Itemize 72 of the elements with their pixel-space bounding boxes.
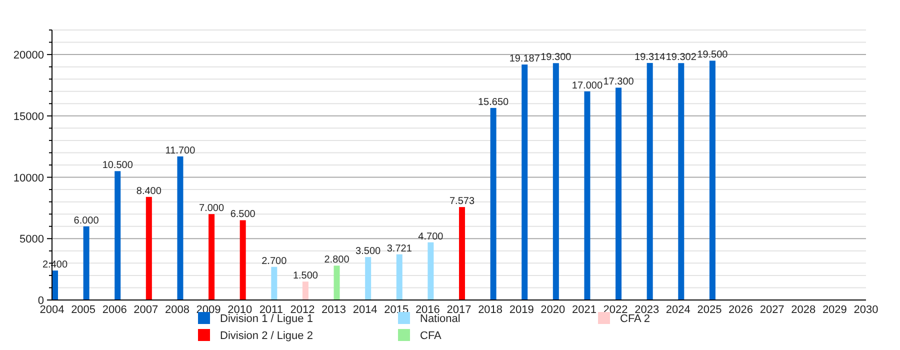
data-label: 7.000 — [199, 203, 224, 214]
legend-label: CFA 2 — [620, 313, 650, 325]
x-tick-label: 2008 — [164, 304, 190, 316]
x-tick-label: 2018 — [478, 304, 503, 316]
bar — [522, 64, 528, 300]
x-tick-label: 2007 — [134, 304, 158, 316]
bar — [646, 62, 653, 300]
data-label: 2.700 — [262, 256, 288, 267]
data-label: 8.400 — [136, 186, 162, 197]
bar — [302, 282, 308, 300]
data-label: 17.000 — [572, 80, 603, 92]
data-label: 10.500 — [102, 160, 134, 172]
x-tick-label: 2030 — [854, 304, 878, 316]
bar — [177, 156, 184, 300]
x-tick-label: 2025 — [697, 304, 722, 316]
y-tick-label: 20000 — [13, 50, 44, 62]
legend-label: CFA — [420, 330, 442, 342]
x-tick-label: 2017 — [446, 304, 472, 316]
legend-label: National — [420, 313, 460, 325]
bar — [428, 242, 434, 300]
bar — [396, 254, 402, 300]
bar — [678, 63, 684, 300]
bar — [208, 214, 215, 300]
data-label: 19.187 — [509, 54, 540, 65]
bar — [365, 257, 372, 300]
x-tick-label: 2026 — [728, 304, 754, 316]
x-tick-label: 2027 — [760, 304, 784, 316]
x-tick-label: 2014 — [352, 304, 378, 316]
bar — [146, 196, 152, 300]
bar — [709, 60, 716, 300]
y-tick-label: 10000 — [13, 172, 44, 184]
x-tick-label: 2013 — [322, 304, 346, 316]
data-label: 17.300 — [603, 76, 634, 88]
x-tick-label: 2019 — [509, 304, 534, 316]
bar — [334, 266, 340, 300]
data-label: 3.500 — [356, 246, 382, 258]
x-tick-label: 2029 — [822, 304, 847, 316]
bar — [240, 220, 246, 300]
bar — [271, 266, 278, 300]
y-tick-label: 15000 — [13, 110, 44, 123]
bar — [552, 63, 559, 300]
data-label: 19.500 — [697, 50, 728, 61]
data-label: 19.300 — [540, 52, 572, 64]
x-tick-label: 2024 — [666, 304, 690, 316]
data-label: 4.700 — [418, 231, 444, 242]
bar — [616, 88, 622, 300]
bar — [52, 270, 58, 300]
data-label: 19.314 — [634, 52, 666, 63]
x-tick-label: 2006 — [102, 304, 127, 316]
x-tick-label: 2010 — [228, 304, 252, 316]
bar — [490, 108, 496, 300]
data-label: 19.302 — [666, 52, 697, 64]
y-tick-label: 5000 — [20, 234, 44, 246]
data-label: 6.500 — [230, 209, 256, 220]
legend-label: Division 2 / Ligue 2 — [220, 330, 313, 342]
x-tick-label: 2028 — [791, 304, 816, 316]
legend-label: Division 1 / Ligue 1 — [220, 313, 313, 325]
x-tick-label: 2005 — [71, 304, 96, 316]
bar — [83, 226, 90, 300]
x-tick-label: 2021 — [572, 304, 596, 316]
bar — [114, 171, 121, 300]
data-label: 2.800 — [324, 254, 350, 266]
data-label: 11.700 — [165, 145, 196, 156]
data-label: 1.500 — [292, 270, 318, 282]
data-label: 7.573 — [449, 196, 475, 208]
data-label: 3.721 — [386, 243, 412, 254]
x-tick-label: 2020 — [540, 304, 566, 316]
x-tick-label: 2004 — [40, 304, 64, 316]
data-label: 15.650 — [478, 96, 510, 108]
bar — [584, 91, 590, 300]
bar — [459, 207, 465, 300]
data-label: 6.000 — [74, 215, 100, 226]
